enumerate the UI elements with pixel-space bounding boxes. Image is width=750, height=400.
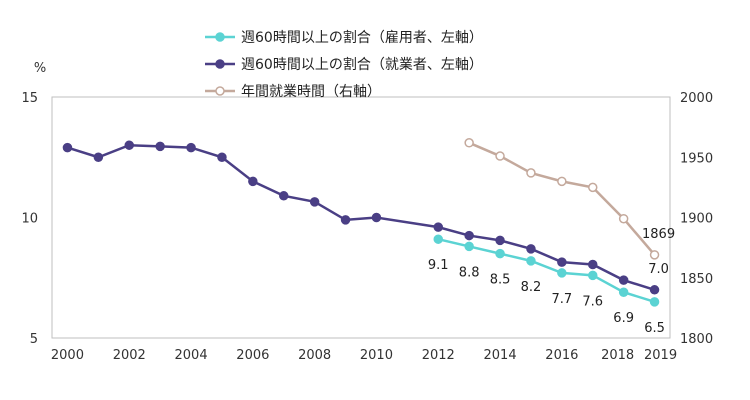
x-tick-label: 2014 [484,348,517,363]
x-tick-label: 2006 [236,348,269,363]
data-point [433,222,443,232]
x-tick-label: 2016 [545,348,578,363]
legend-swatch-marker [215,59,225,69]
x-tick-label: 2004 [175,348,208,363]
series-line [437,237,655,304]
data-point [340,215,351,225]
data-point [217,152,227,162]
y-left-tick-label: 5 [30,332,38,347]
data-point [495,235,505,246]
data-point [495,151,505,161]
series-line [67,143,655,291]
data-label: 8.2 [521,280,542,295]
data-label: 7.7 [552,292,573,307]
data-point [495,248,505,259]
y-left-tick-label: 10 [21,212,38,227]
data-label: 7.0 [648,262,669,277]
y-right-tick-label: 2000 [680,91,713,106]
y-left-tick-label: 15 [21,91,38,106]
x-tick-label: 2018 [601,348,634,363]
data-point [62,142,73,153]
data-label: 9.1 [428,258,449,273]
data-point [155,141,165,152]
data-label: 7.6 [582,294,603,309]
legend-entry-label: 年間就業時間（右軸） [241,84,381,100]
legend-entry-label: 週60時間以上の割合（雇用者、左軸） [241,29,483,46]
data-point [526,244,536,254]
data-point [649,250,660,260]
plot-frame [51,96,671,339]
y-right-tick-label: 1800 [680,332,713,347]
data-point [186,142,196,153]
data-point [618,287,629,297]
data-point [371,212,382,223]
y-right-tick-label: 1900 [680,212,713,227]
legend-swatch-marker [215,86,225,96]
data-point [279,191,289,201]
x-tick-label: 2008 [298,348,331,363]
data-point [464,138,474,148]
data-point [588,259,598,270]
data-point [93,152,104,162]
legend-swatch-marker [215,32,225,42]
x-tick-label: 2002 [113,348,146,363]
x-tick-label: 2010 [360,348,393,363]
y-left-unit-label: % [34,61,46,76]
x-tick-label: 2012 [422,348,455,363]
data-label: 8.5 [490,273,511,288]
data-point [557,268,567,278]
x-tick-label: 2000 [51,348,84,363]
data-point [464,230,474,241]
data-point [618,275,629,285]
data-point [618,213,629,224]
data-point [649,297,660,307]
data-point [464,241,474,252]
data-point [588,270,598,281]
data-point [309,197,320,207]
legend-entry-label: 週60時間以上の割合（就業者、左軸） [241,56,483,73]
data-point [526,168,536,178]
data-label: 1869 [642,227,675,242]
data-point [557,257,567,267]
data-point [557,176,567,187]
data-point [433,234,443,244]
x-tick-label: 2019 [644,348,677,363]
data-point [588,182,598,193]
data-point [248,176,258,187]
data-point [124,140,134,150]
data-point [526,256,536,266]
y-right-tick-label: 1950 [680,151,713,166]
data-point [649,285,660,295]
data-label: 6.5 [644,321,665,336]
y-right-tick-label: 1850 [680,272,713,287]
data-label: 6.9 [613,311,634,326]
data-label: 8.8 [459,265,480,280]
